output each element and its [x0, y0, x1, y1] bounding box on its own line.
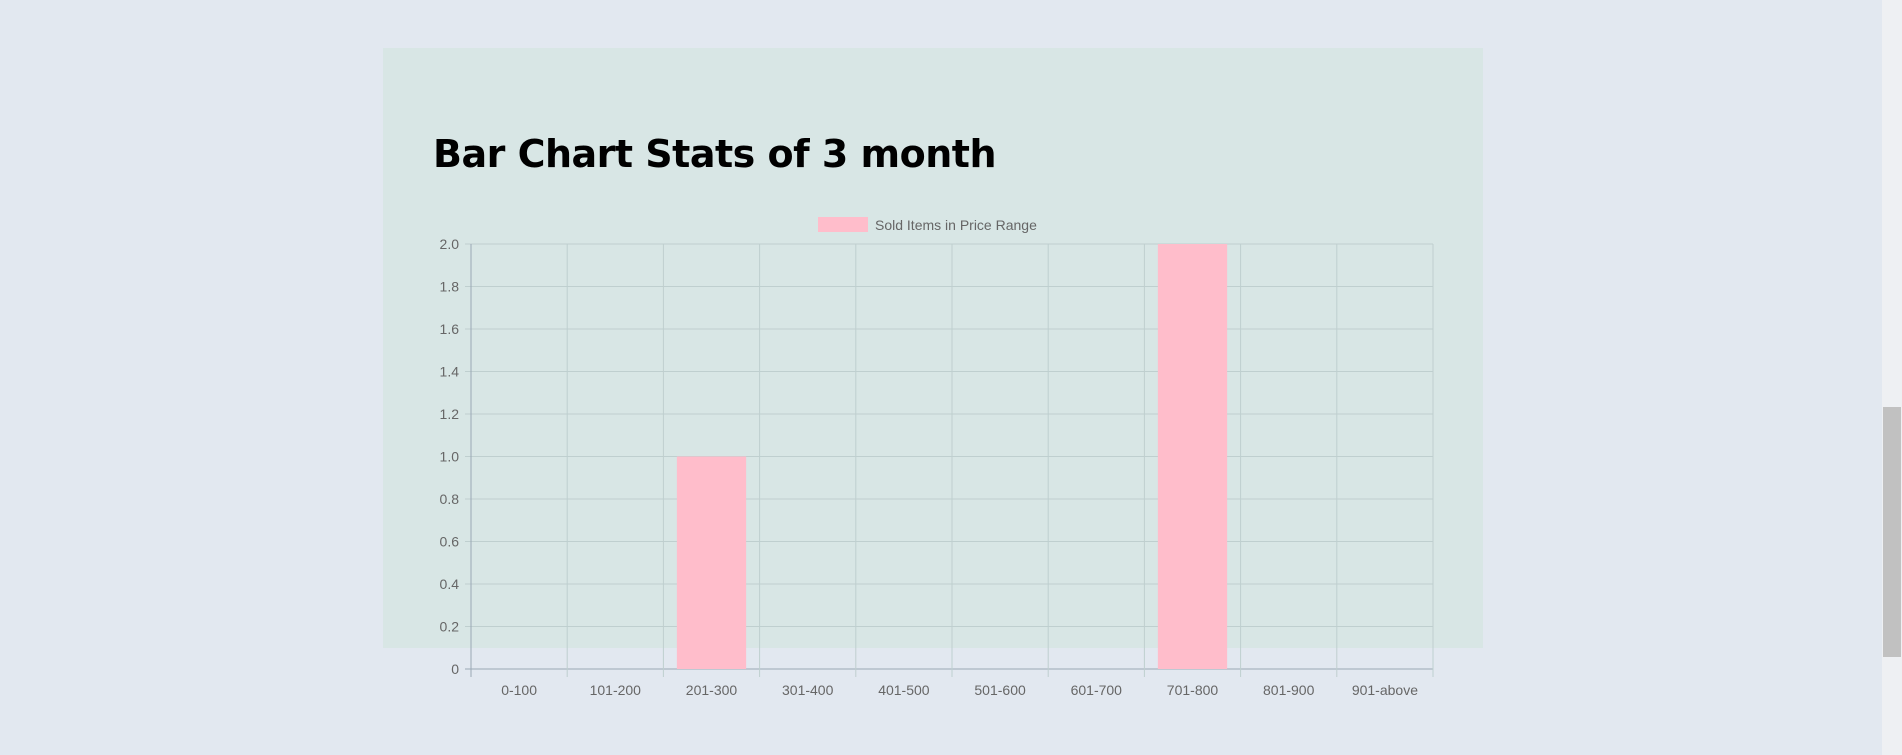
scrollbar-thumb[interactable]	[1883, 407, 1901, 657]
x-tick-label: 901-above	[1352, 682, 1418, 698]
y-tick-label: 0.8	[440, 491, 460, 507]
y-tick-label: 1.8	[440, 279, 460, 295]
legend-label: Sold Items in Price Range	[875, 217, 1037, 233]
y-tick-label: 1.0	[440, 449, 460, 465]
x-tick-label: 201-300	[686, 682, 738, 698]
x-tick-label: 101-200	[590, 682, 642, 698]
y-tick-label: 0.2	[440, 619, 460, 635]
x-tick-label: 401-500	[878, 682, 930, 698]
x-tick-label: 301-400	[782, 682, 834, 698]
x-tick-label: 801-900	[1263, 682, 1315, 698]
x-tick-label: 601-700	[1071, 682, 1123, 698]
y-tick-label: 1.4	[440, 364, 460, 380]
page-title: Bar Chart Stats of 3 month	[433, 132, 997, 176]
y-tick-label: 0.6	[440, 534, 460, 550]
bar-201-300	[676, 456, 747, 669]
legend-swatch	[818, 217, 868, 232]
x-tick-label: 701-800	[1167, 682, 1219, 698]
chart-panel	[383, 48, 1483, 648]
x-tick-label: 0-100	[501, 682, 537, 698]
x-tick-label: 501-600	[974, 682, 1026, 698]
y-tick-label: 0.4	[440, 576, 460, 592]
y-tick-label: 1.6	[440, 321, 460, 337]
y-tick-label: 0	[451, 661, 459, 677]
vertical-scrollbar[interactable]	[1882, 0, 1902, 755]
bar-701-800	[1157, 244, 1228, 669]
y-tick-label: 2.0	[440, 236, 460, 252]
y-tick-label: 1.2	[440, 406, 460, 422]
